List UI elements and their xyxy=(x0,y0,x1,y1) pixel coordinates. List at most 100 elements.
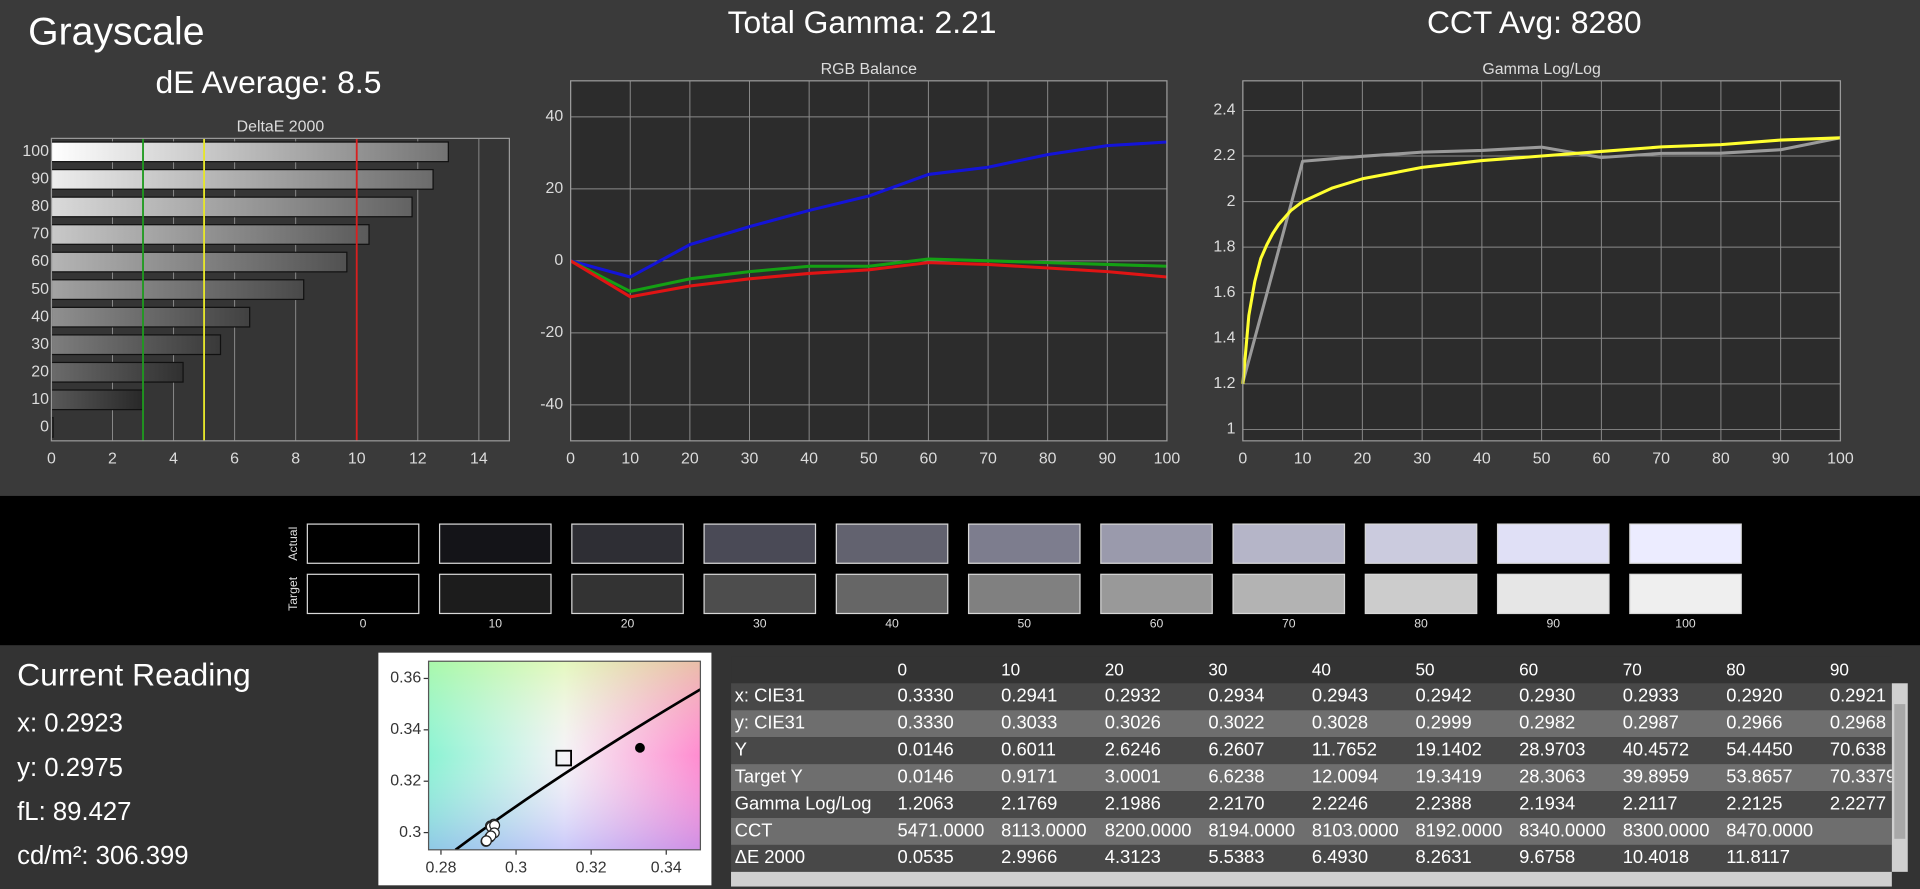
measured-point xyxy=(480,835,492,847)
y-tick-label: 70 xyxy=(31,226,49,243)
x-tick-label: 4 xyxy=(169,450,178,467)
bar xyxy=(50,196,413,218)
target-swatch xyxy=(1364,573,1478,615)
swatch-label: 50 xyxy=(1017,617,1031,631)
table-cell: 0.0146 xyxy=(898,765,954,786)
x-tick-label: 40 xyxy=(800,450,818,467)
table-cell: 0.2933 xyxy=(1623,685,1679,706)
table-cell: 0.2987 xyxy=(1623,712,1679,733)
x-tick-label: 50 xyxy=(860,450,878,467)
actual-swatch xyxy=(1364,523,1478,564)
x-tick-label: 12 xyxy=(409,450,427,467)
actual-swatch xyxy=(1100,523,1213,564)
table-cell: 2.1986 xyxy=(1105,792,1161,813)
x-tick-label: 2 xyxy=(108,450,117,467)
column-header: 40 xyxy=(1312,660,1331,680)
y-tick-label: 40 xyxy=(31,308,49,325)
y-tick-label: 80 xyxy=(31,198,49,215)
table-cell: 1.2063 xyxy=(898,792,954,813)
x-tick-label: 20 xyxy=(681,450,699,467)
table-cell: 6.6238 xyxy=(1208,765,1264,786)
x-tick-label: 20 xyxy=(1354,450,1372,467)
table-cell: 2.1769 xyxy=(1001,792,1057,813)
table-cell: 8470.0000 xyxy=(1726,819,1813,840)
cct-average: CCT Avg: 8280 xyxy=(1427,4,1642,40)
table-row-bg xyxy=(731,844,1892,872)
table-cell: 2.2170 xyxy=(1208,792,1264,813)
swatch-label: 60 xyxy=(1150,617,1164,631)
horizontal-scrollbar[interactable] xyxy=(731,871,1892,887)
y-tick-label: 30 xyxy=(31,336,49,353)
y-tick-label: 2.4 xyxy=(1213,102,1235,119)
y-tick-label: 1.2 xyxy=(1213,375,1235,392)
scroll-thumb[interactable] xyxy=(1894,704,1906,839)
series-line xyxy=(570,140,1168,279)
table-cell: 2.6246 xyxy=(1105,738,1161,759)
table-header-bg xyxy=(731,656,1892,684)
x-tick-label: 10 xyxy=(348,450,366,467)
swatches: Actual Target 0 10 20 30 40 50 60 70 80 90 100 xyxy=(286,523,1742,631)
column-header: 80 xyxy=(1726,660,1745,680)
table-cell: 8192.0000 xyxy=(1416,819,1503,840)
x-tick-label: 8 xyxy=(291,450,300,467)
x-tick-label: 6 xyxy=(230,450,239,467)
table-cell: 8200.0000 xyxy=(1105,819,1192,840)
target-swatch xyxy=(1629,573,1742,615)
target-point xyxy=(555,749,573,767)
table-row-bg xyxy=(731,737,1892,765)
table-row-bg xyxy=(731,764,1892,792)
target-swatch xyxy=(306,573,420,615)
table-cell: 0.2941 xyxy=(1001,685,1057,706)
bar xyxy=(50,334,222,356)
reading-line: fL: 89.427 xyxy=(17,798,131,826)
bar xyxy=(50,141,449,163)
table-cell: 28.3063 xyxy=(1519,765,1585,786)
table-cell: 2.2388 xyxy=(1416,792,1472,813)
column-header: 50 xyxy=(1416,660,1435,680)
table-cell: 0.2932 xyxy=(1105,685,1161,706)
y-tick-label: 20 xyxy=(31,363,49,380)
table-cell: 8300.0000 xyxy=(1623,819,1710,840)
table-cell: 3.0001 xyxy=(1105,765,1161,786)
reading-line: y: 0.2975 xyxy=(17,754,123,782)
actual-swatch xyxy=(835,523,949,564)
column-header: 30 xyxy=(1208,660,1227,680)
de-average: dE Average: 8.5 xyxy=(156,64,382,100)
target-swatch xyxy=(1100,573,1213,615)
table-cell: 70.638 xyxy=(1830,738,1886,759)
table-cell: 0.0535 xyxy=(898,846,954,867)
table-cell: 0.2968 xyxy=(1830,712,1886,733)
total-gamma: Total Gamma: 2.21 xyxy=(728,4,997,40)
table-cell: 0.2966 xyxy=(1726,712,1782,733)
y-tick-label: 2.2 xyxy=(1213,147,1235,164)
swatch-label: 70 xyxy=(1282,617,1296,631)
x-tick-label: 90 xyxy=(1772,450,1790,467)
actual-swatch xyxy=(306,523,420,564)
reading-line: x: 0.2923 xyxy=(17,710,123,738)
column-header: 60 xyxy=(1519,660,1538,680)
x-tick-label: 70 xyxy=(1652,450,1670,467)
table-cell: 19.1402 xyxy=(1416,738,1482,759)
x-tick-label: 50 xyxy=(1533,450,1551,467)
row-label: Gamma Log/Log xyxy=(735,792,872,813)
table-cell: 53.8657 xyxy=(1726,765,1792,786)
row-label: Actual xyxy=(286,527,300,561)
table-row-bg xyxy=(731,710,1892,738)
table-cell: 12.0094 xyxy=(1312,765,1378,786)
y-tick-label: 0.34 xyxy=(390,721,421,738)
y-tick-label: 40 xyxy=(546,108,564,125)
x-tick-label: 0 xyxy=(1238,450,1247,467)
column-header: 70 xyxy=(1623,660,1642,680)
x-tick-label: 40 xyxy=(1473,450,1491,467)
target-swatch xyxy=(835,573,949,615)
reading-lines: x: 0.2923 y: 0.2975 fL: 89.427 cd/m²: 306.3… xyxy=(17,710,188,870)
x-tick-label: 0.28 xyxy=(425,859,456,876)
column-header: 0 xyxy=(898,660,908,680)
y-tick-label: 2 xyxy=(1227,193,1236,210)
actual-swatch xyxy=(438,523,552,564)
series-line xyxy=(1241,136,1841,383)
x-tick-label: 10 xyxy=(1294,450,1312,467)
y-tick-label: 0.36 xyxy=(390,670,421,687)
column-header: 10 xyxy=(1001,660,1020,680)
